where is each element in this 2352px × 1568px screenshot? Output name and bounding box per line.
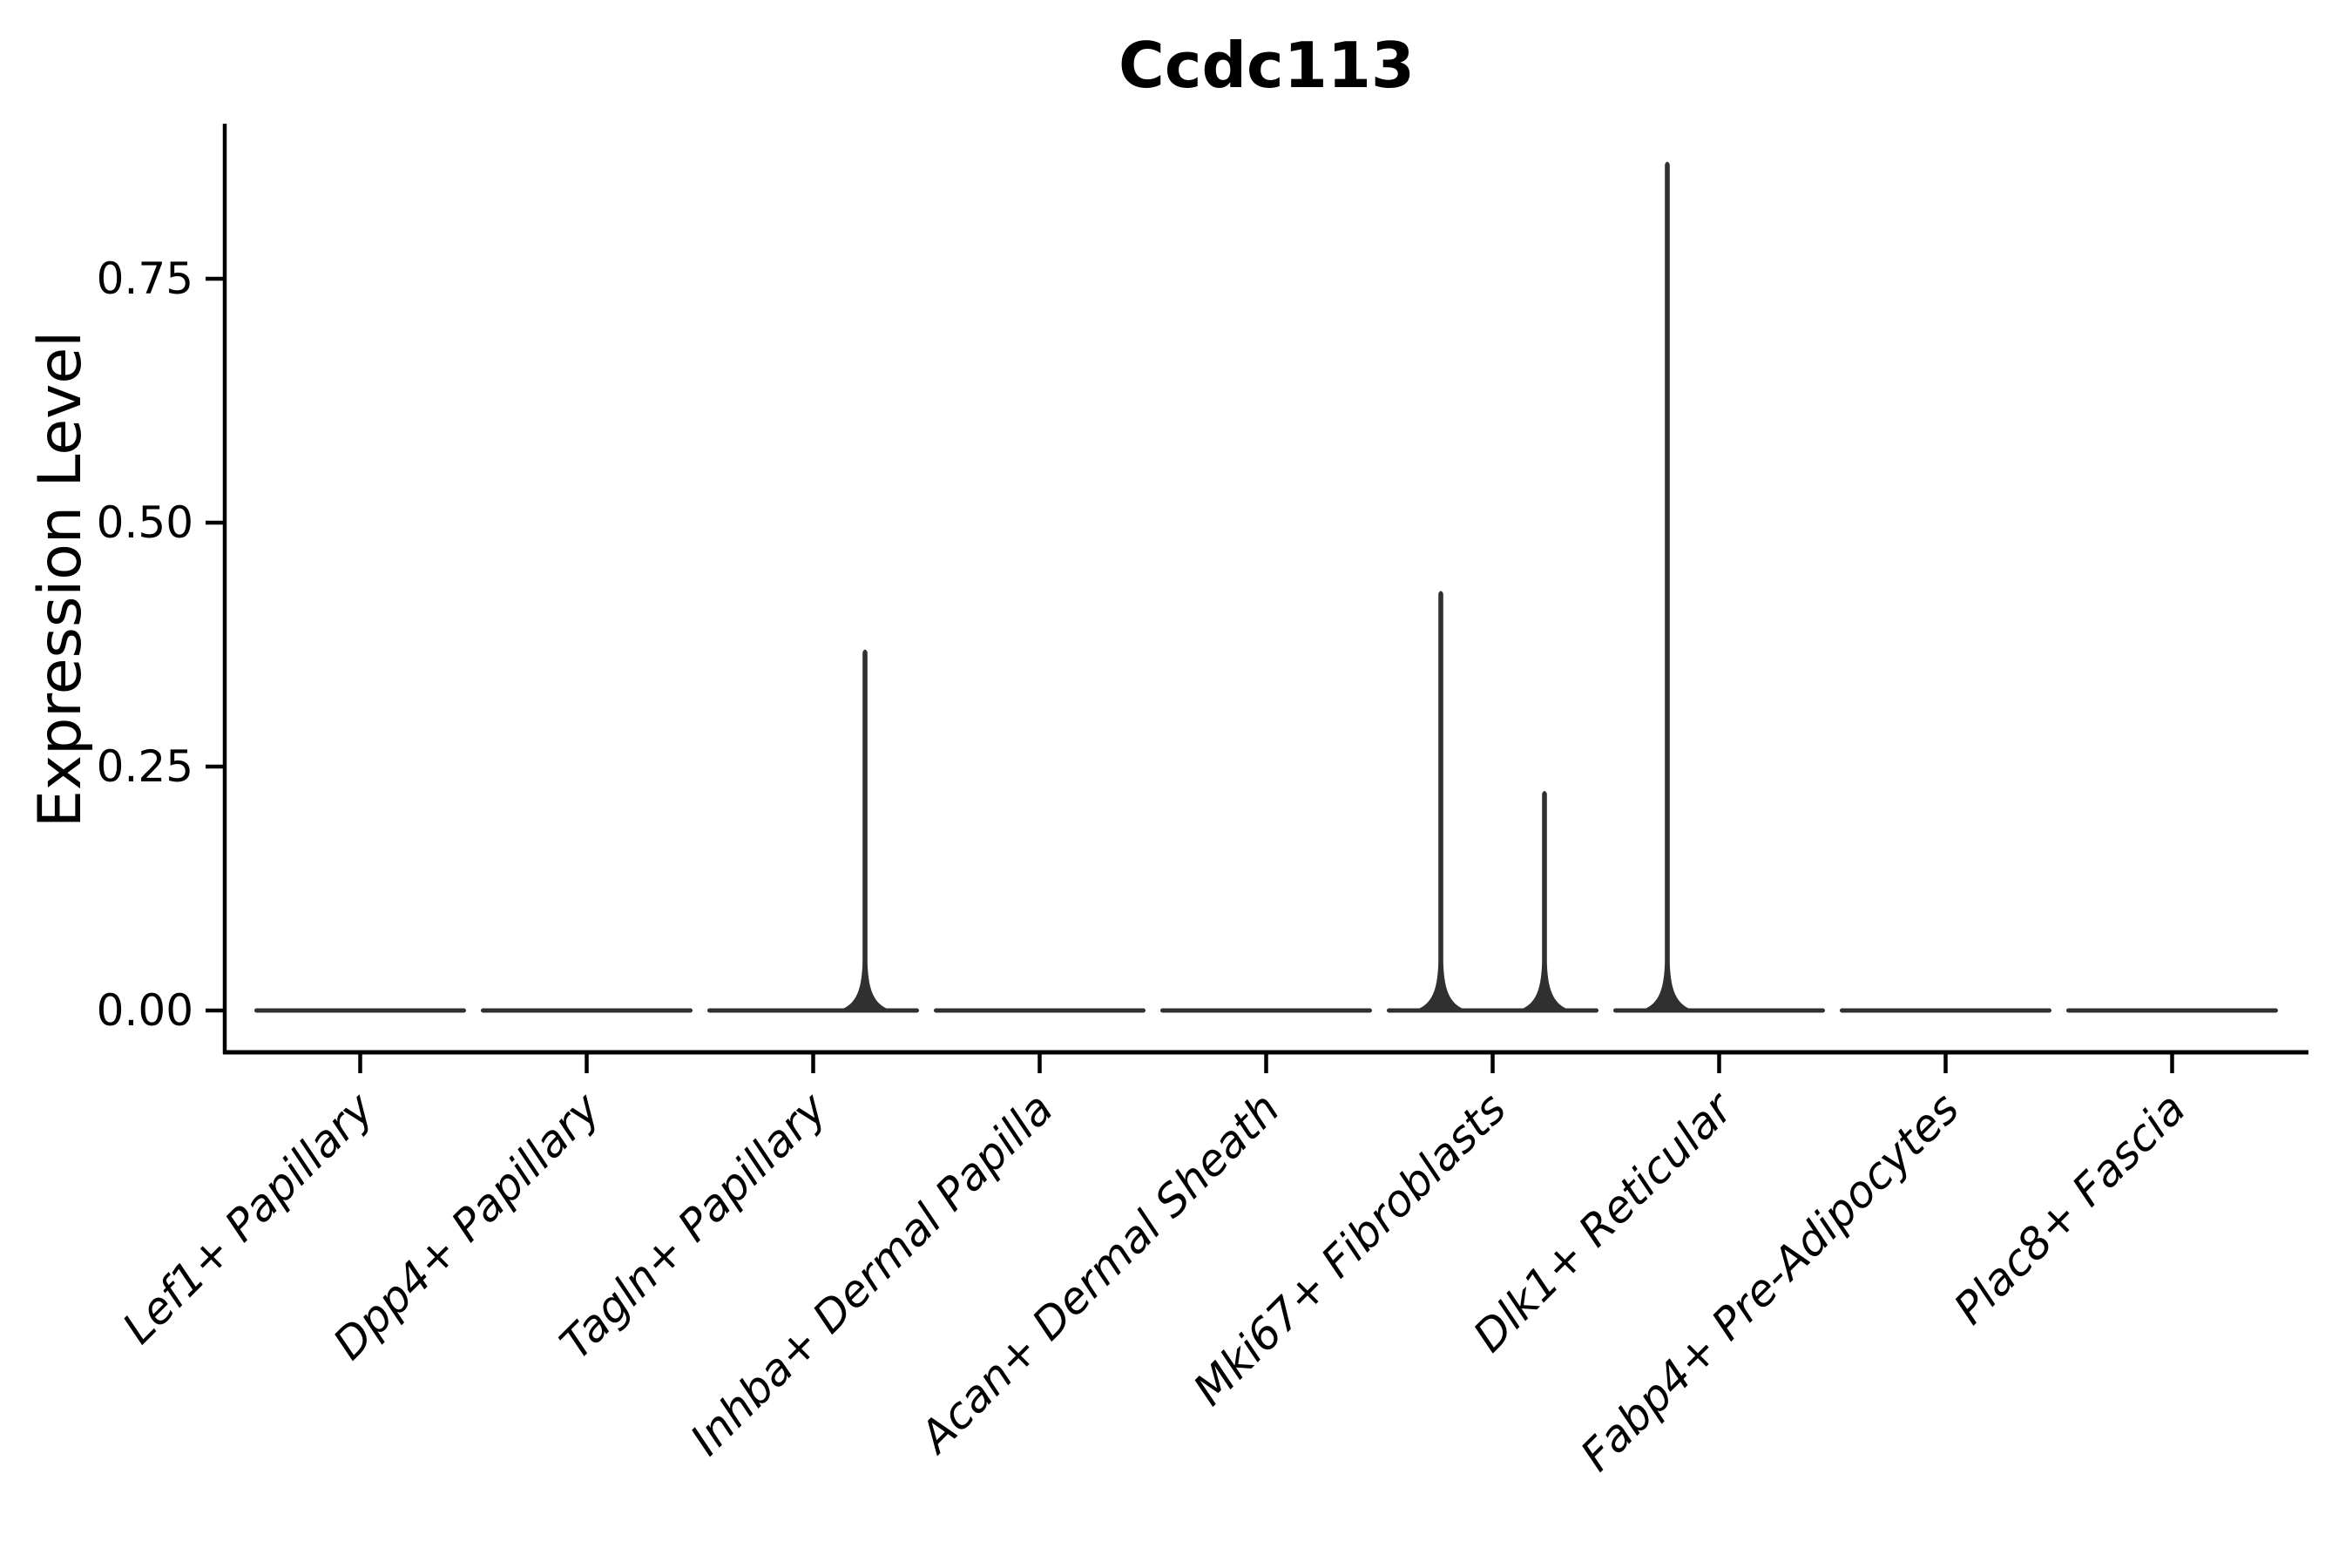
violin-spike bbox=[1628, 161, 1707, 1013]
violin-7 bbox=[1613, 161, 1825, 1013]
x-tick-label: Fabp4+ Pre-Adipocytes bbox=[1571, 1083, 1969, 1481]
violin-layer bbox=[254, 161, 2278, 1013]
violin-spike bbox=[1505, 791, 1584, 1013]
chart-title: Ccdc113 bbox=[1119, 29, 1415, 102]
x-tick-label: Acan+ Dermal Sheath bbox=[909, 1083, 1289, 1463]
violin-6 bbox=[1387, 591, 1598, 1013]
x-tick-label: Plac8+ Fascia bbox=[1944, 1083, 2195, 1334]
y-tick-label: 0.00 bbox=[97, 985, 193, 1036]
y-tick-label: 0.75 bbox=[97, 253, 193, 304]
y-axis-label: Expression Level bbox=[26, 331, 95, 828]
y-tick-label: 0.50 bbox=[97, 497, 193, 548]
violin-spike bbox=[1402, 591, 1480, 1013]
violin-spike bbox=[826, 649, 904, 1013]
y-tick-label: 0.25 bbox=[97, 741, 193, 792]
violin-3 bbox=[707, 649, 919, 1013]
x-tick-label: Inhba+ Dermal Papilla bbox=[681, 1083, 1063, 1464]
